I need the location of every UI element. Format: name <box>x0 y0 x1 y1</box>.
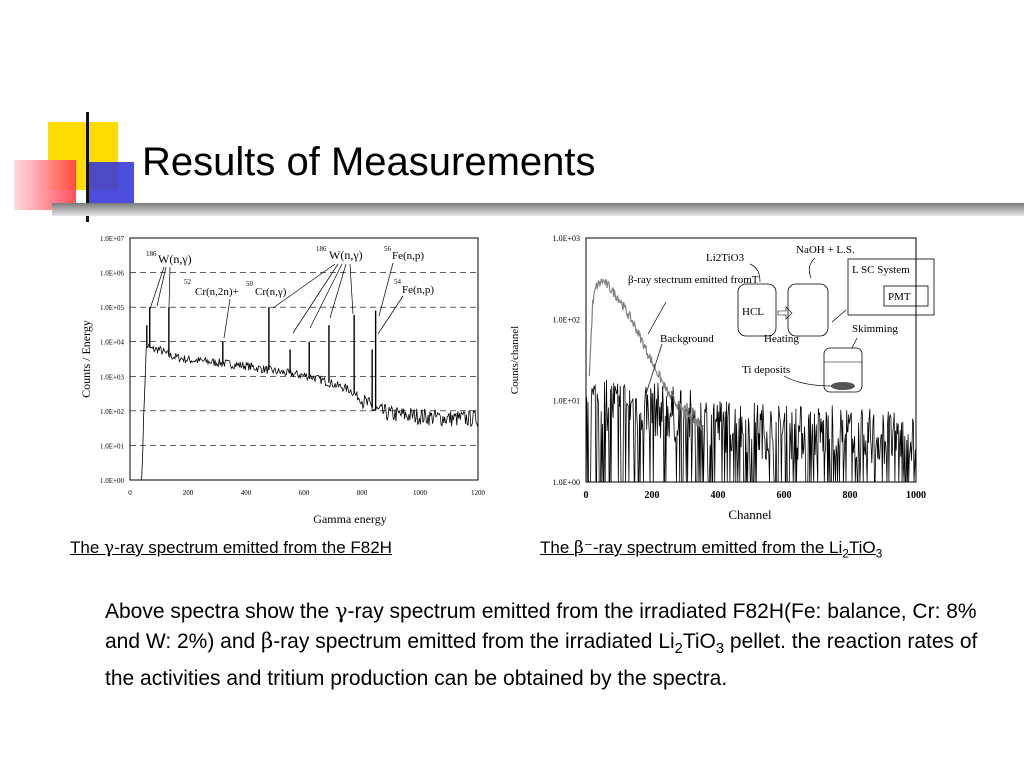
beta-x-tick-label: 0 <box>584 490 589 501</box>
beta-x-tick-label: 600 <box>777 490 792 501</box>
gamma-x-tick-label: 1000 <box>413 489 428 497</box>
beta-series-line <box>588 278 703 431</box>
annotation-pointer-lines <box>149 262 404 339</box>
inset-label-ti-deposits: Ti deposits <box>742 364 790 376</box>
gamma-x-tick-label: 800 <box>357 489 368 497</box>
beta-x-tick-label: 800 <box>843 490 858 501</box>
gamma-x-axis-label: Gamma energy <box>313 512 386 526</box>
gamma-spectrum-chart: 1.0E+00 1.0E+01 1.0E+02 1.0E+03 1.0E+04 1.0E+… <box>79 235 486 526</box>
pmt-box <box>883 285 929 307</box>
inset-label-lsc-system: L SC System <box>852 264 910 276</box>
annotation-background: Background <box>660 333 714 345</box>
annotation-w186-sup-right: 186 <box>316 245 327 253</box>
accent-blue-square <box>88 162 134 210</box>
annotation-cr52: Cr(n,2n)+ <box>195 286 239 298</box>
gamma-y-tick-label: 1.0E+07 <box>100 235 124 243</box>
title-underline-bar <box>52 203 1024 216</box>
annotation-beta-spectrum-line1: β-ray stectrum emitted fromT <box>628 274 759 286</box>
ti-deposit-mark <box>831 382 855 390</box>
background-series-line <box>585 379 917 483</box>
gamma-y-tick-label: 1.0E+02 <box>100 408 124 416</box>
beta-y-tick-label: 1.0E+03 <box>553 234 580 243</box>
gamma-x-tick-label: 400 <box>241 489 252 497</box>
accent-red-square <box>14 160 76 210</box>
inset-label-li2tio3: Li2TiO3 <box>706 252 745 264</box>
annotation-w186-sup-left: 186 <box>146 250 157 258</box>
gamma-y-tick-label: 1.0E+04 <box>100 339 124 347</box>
caption-gamma-spectrum: The γ-ray spectrum emitted from the F82H <box>70 538 392 558</box>
skimming-vessel <box>823 347 863 393</box>
beta-y-axis-label: Counts/channel <box>509 326 521 394</box>
gamma-x-tick-label: 200 <box>183 489 194 497</box>
process-inset-diagram: Li2TiO3 NaOH + L.S. L SC System PMT HCL … <box>706 244 935 393</box>
gamma-annotations: 186 W(n,γ) 52 Cr(n,2n)+ 50 Cr(n,γ) 186 W… <box>146 245 434 339</box>
summary-paragraph: Above spectra show the γ-ray spectrum em… <box>105 599 978 691</box>
gamma-y-tick-label: 1.0E+06 <box>100 270 124 278</box>
inset-label-hcl: HCL <box>742 306 764 318</box>
slide-title: Results of Measurements <box>142 140 596 184</box>
beta-x-tick-label: 1000 <box>906 490 926 501</box>
beta-x-axis-label: Channel <box>728 507 772 522</box>
beta-x-tick-label: 200 <box>645 490 660 501</box>
inset-label-pmt: PMT <box>888 291 911 303</box>
gamma-y-tick-label: 1.0E+05 <box>100 304 124 312</box>
gamma-plot-frame <box>129 237 479 481</box>
inset-label-naoh-ls: NaOH + L.S. <box>796 244 855 256</box>
annotation-cr50-sup: 50 <box>246 280 254 288</box>
beta-y-tick-label: 1.0E+00 <box>553 478 580 487</box>
hcl-vessel <box>737 283 777 337</box>
annotation-fe54: Fe(n,p) <box>402 284 434 296</box>
heating-vessel <box>787 283 829 337</box>
lsc-system-box <box>847 258 935 316</box>
inset-label-skimming: Skimming <box>852 323 898 335</box>
annotation-cr52-sup: 52 <box>184 278 192 286</box>
inset-label-heating: Heating <box>764 333 799 345</box>
gamma-y-tick-label: 1.0E+00 <box>100 477 124 485</box>
annotation-fe54-sup: 54 <box>394 278 402 286</box>
gamma-x-tick-label: 1200 <box>471 489 486 497</box>
annotation-cr50: Cr(n,γ) <box>255 286 287 298</box>
annotation-fe56-sup: 56 <box>384 245 392 253</box>
caption-beta-spectrum: The β⁻-ray spectrum emitted from the Li2… <box>540 538 883 561</box>
beta-x-tick-label: 400 <box>711 490 726 501</box>
beta-y-tick-label: 1.0E+02 <box>553 315 580 324</box>
beta-spectrum-chart: 1.0E+00 1.0E+01 1.0E+02 1.0E+03 0 200 400 600 8… <box>509 234 935 522</box>
gamma-x-tick-label: 0 <box>128 489 132 497</box>
gamma-x-tick-label: 600 <box>299 489 310 497</box>
accent-vertical-line <box>86 112 89 222</box>
beta-y-tick-label: 1.0E+01 <box>553 397 580 406</box>
annotation-w186-left: W(n,γ) <box>158 252 192 266</box>
gamma-y-tick-label: 1.0E+01 <box>100 442 124 450</box>
gamma-spectrum-line <box>141 343 479 481</box>
gamma-y-tick-label: 1.0E+03 <box>100 373 124 381</box>
annotation-w186-right: W(n,γ) <box>329 248 363 262</box>
gamma-y-axis-label: Counts / Energy <box>79 320 93 398</box>
annotation-fe56: Fe(n,p) <box>392 250 424 262</box>
